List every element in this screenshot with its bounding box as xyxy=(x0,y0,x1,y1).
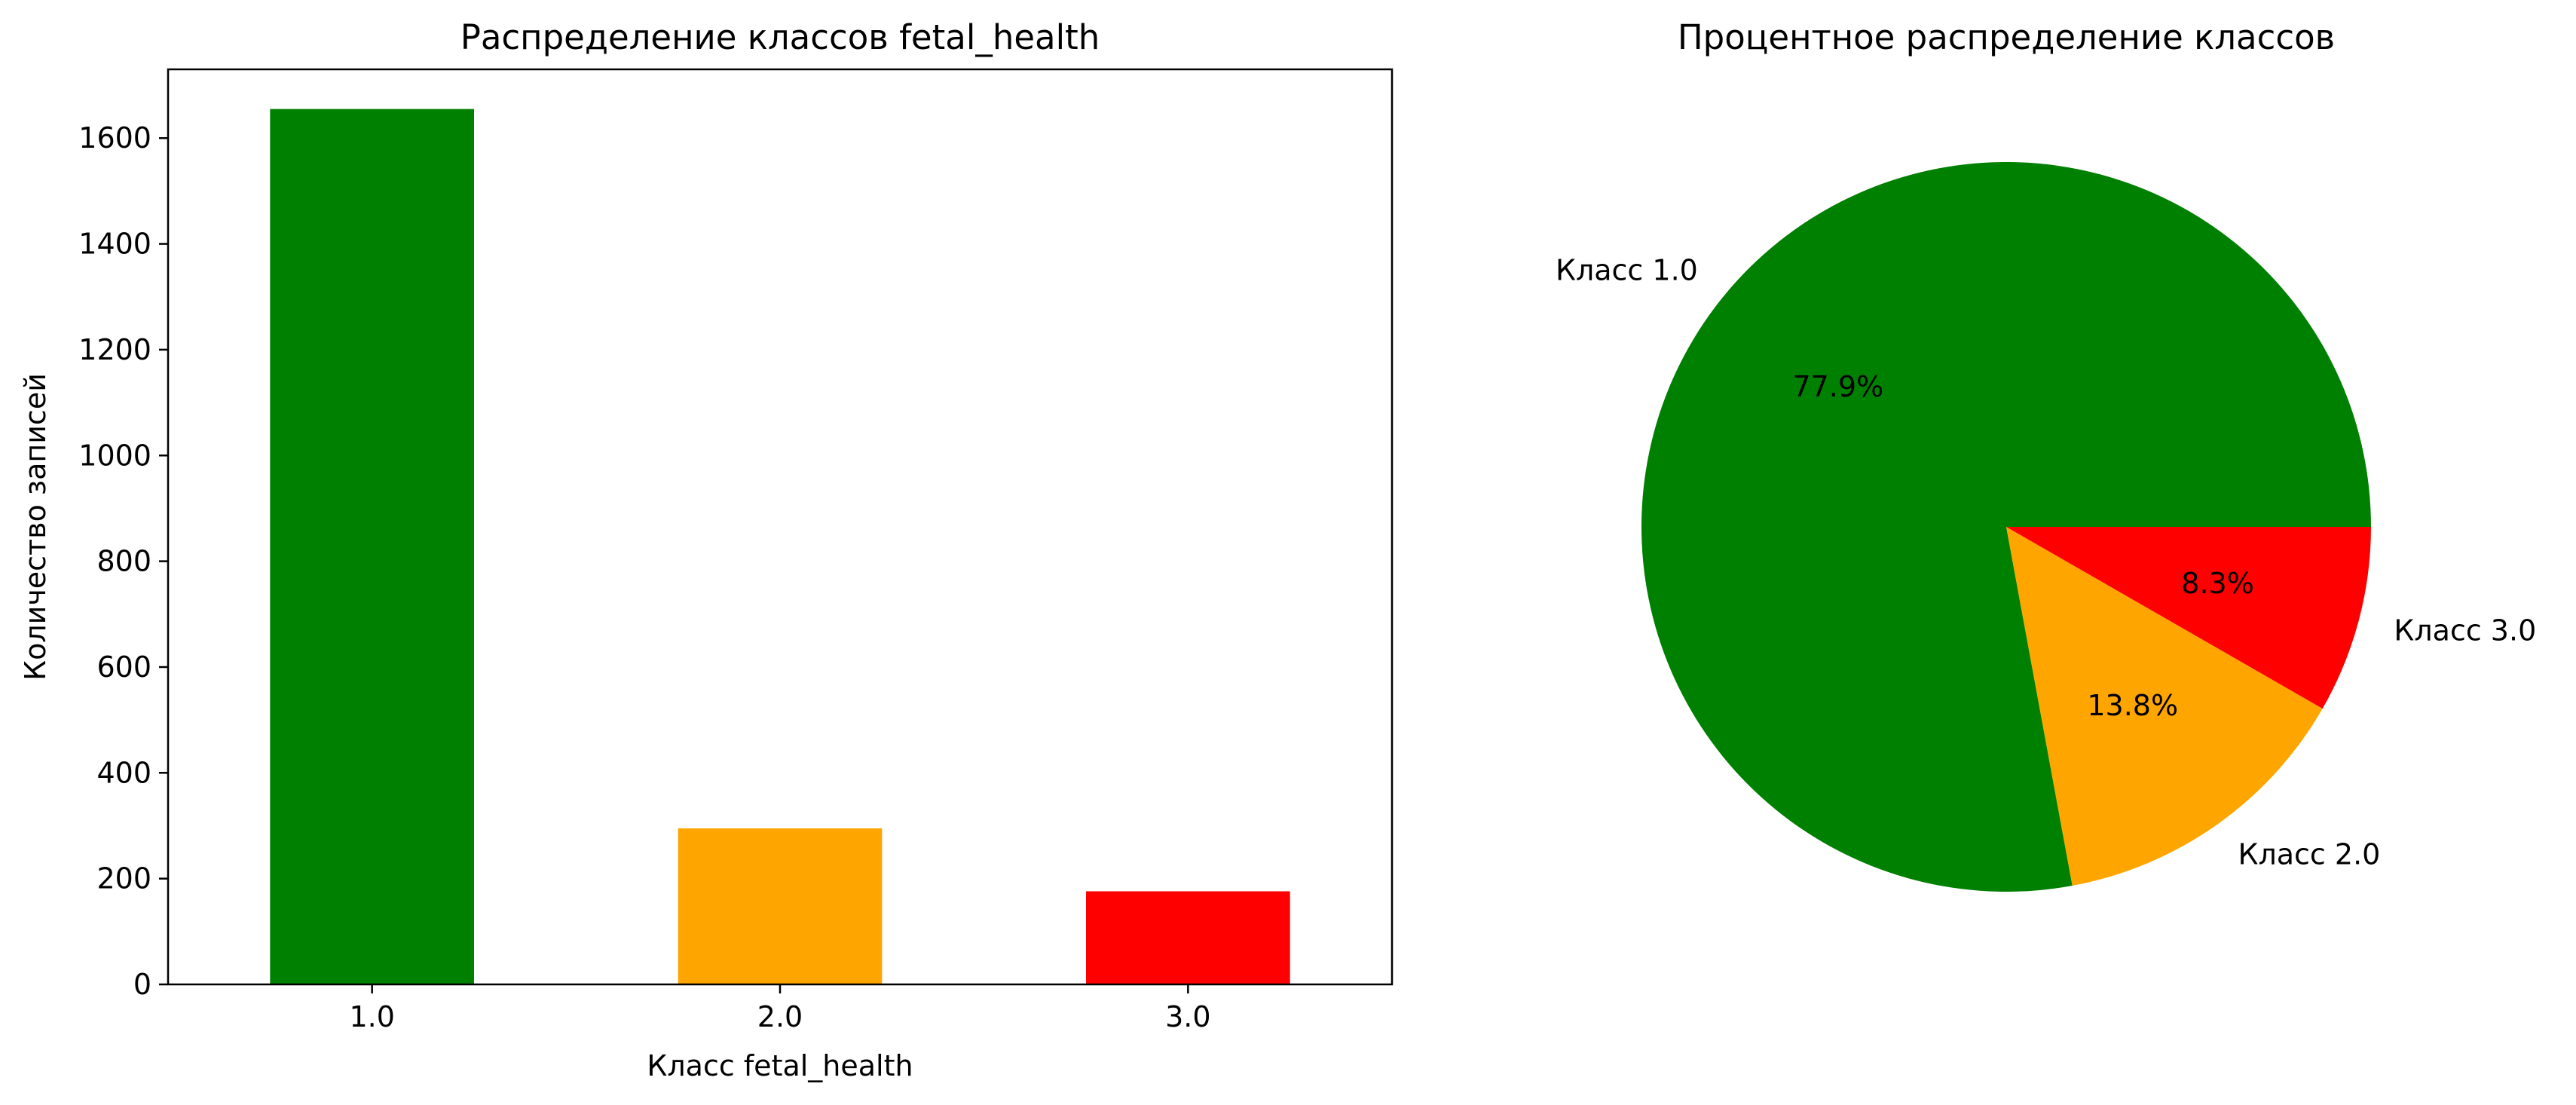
y-tick-label: 1600 xyxy=(78,121,151,155)
y-axis-label: Количество записей xyxy=(19,373,52,681)
x-tick-label: 3.0 xyxy=(1165,1000,1210,1033)
bar-2 xyxy=(678,828,883,984)
bar-plot-frame xyxy=(167,68,1394,986)
bar-marks xyxy=(270,109,1290,985)
pie-percent-label: 8.3% xyxy=(2181,567,2254,600)
y-tick-label: 400 xyxy=(96,756,151,789)
bar-3 xyxy=(1086,891,1290,984)
bar-chart: Распределение классов fetal_health 0 200 4… xyxy=(19,17,1394,1082)
y-tick-label: 1000 xyxy=(78,439,151,472)
pie-slice-label: Класс 2.0 xyxy=(2238,838,2380,871)
x-axis-label: Класс fetal_health xyxy=(647,1049,913,1082)
bar-chart-title: Распределение классов fetal_health xyxy=(460,17,1100,57)
x-axis-ticks: 1.0 2.0 3.0 xyxy=(349,984,1211,1033)
pie-slice-3 xyxy=(2006,527,2371,709)
pie-slice-2 xyxy=(2006,527,2323,886)
pie-percent-label: 13.8% xyxy=(2087,689,2178,722)
pie-chart: Процентное распределение классов 77.9% Кл… xyxy=(1556,17,2536,892)
pie-chart-title: Процентное распределение классов xyxy=(1678,17,2335,57)
y-tick-label: 1200 xyxy=(78,333,151,366)
pie-slice-label: Класс 3.0 xyxy=(2394,614,2536,647)
x-tick-label: 2.0 xyxy=(757,1000,803,1033)
bar-1 xyxy=(270,109,474,985)
y-axis-ticks: 0 200 400 600 800 1000 1200 1400 1600 xyxy=(78,121,168,1001)
y-tick-label: 600 xyxy=(96,650,151,684)
pie-percent-label: 77.9% xyxy=(1792,370,1883,403)
y-tick-label: 200 xyxy=(96,862,151,895)
pie-slice-label: Класс 1.0 xyxy=(1556,253,1698,286)
pie-marks: 77.9% Класс 1.0 13.8% Класс 2.0 8.3% Класс 3.… xyxy=(1556,161,2536,892)
y-tick-label: 0 xyxy=(133,968,151,1001)
y-tick-label: 800 xyxy=(96,545,151,578)
y-tick-label: 1400 xyxy=(78,228,151,261)
x-tick-label: 1.0 xyxy=(349,1000,394,1033)
